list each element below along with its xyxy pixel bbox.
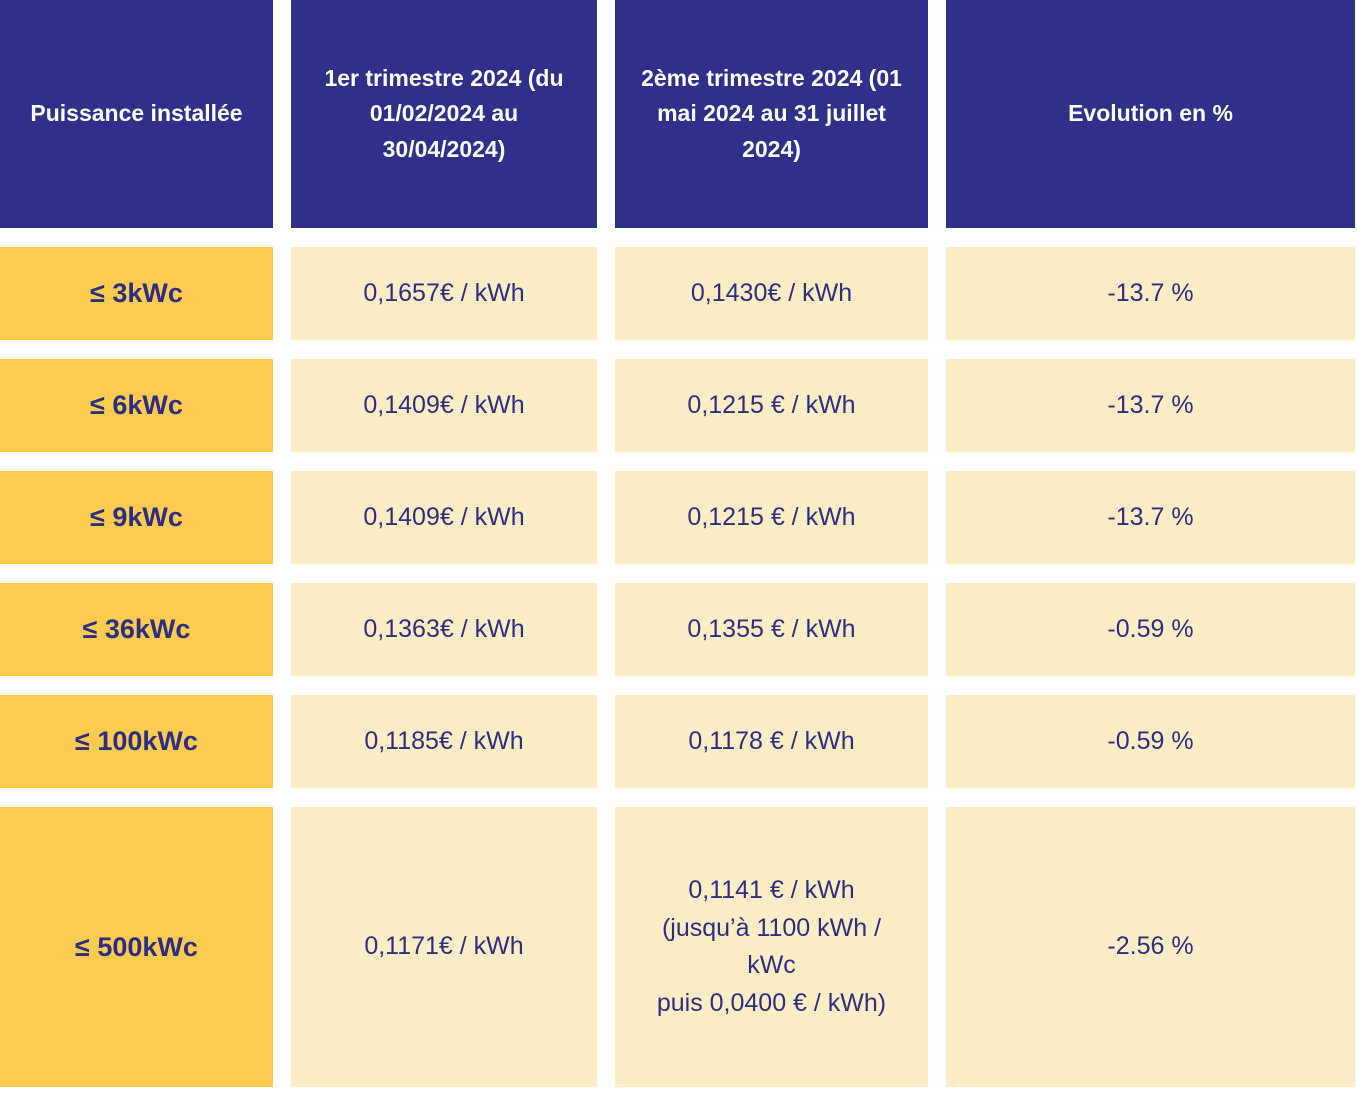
row-36kwc-label: ≤ 36kWc: [0, 583, 273, 676]
row-3kwc-q2-tariff: 0,1430€ / kWh: [615, 247, 928, 340]
row-36kwc-q2-tariff: 0,1355 € / kWh: [615, 583, 928, 676]
row-100kwc-q2-tariff: 0,1178 € / kWh: [615, 695, 928, 788]
row-6kwc-q1-tariff: 0,1409€ / kWh: [291, 359, 597, 452]
header-1er-trimestre-2024: 1er trimestre 2024 (du 01/02/2024 au 30/…: [291, 0, 597, 228]
header-label: Evolution en %: [1068, 100, 1233, 127]
row-6kwc-label: ≤ 6kWc: [0, 359, 273, 452]
row-500kwc-q2-tariff: 0,1141 € / kWh (jusqu’à 1100 kWh / kWc p…: [615, 807, 928, 1087]
header-2eme-trimestre-2024: 2ème trimestre 2024 (01 mai 2024 au 31 j…: [615, 0, 928, 228]
row-100kwc-evolution: -0.59 %: [946, 695, 1355, 788]
header-puissance-installee: Puissance installée: [0, 0, 273, 228]
row-6kwc-q2-tariff: 0,1215 € / kWh: [615, 359, 928, 452]
row-9kwc-q2-tariff: 0,1215 € / kWh: [615, 471, 928, 564]
row-9kwc-q1-tariff: 0,1409€ / kWh: [291, 471, 597, 564]
row-6kwc-evolution: -13.7 %: [946, 359, 1355, 452]
header-label: Puissance installée: [30, 100, 243, 127]
header-evolution: Evolution en %: [946, 0, 1355, 228]
header-label: 1er trimestre 2024 (du 01/02/2024 au 30/…: [324, 64, 564, 162]
row-3kwc-label: ≤ 3kWc: [0, 247, 273, 340]
row-9kwc-evolution: -13.7 %: [946, 471, 1355, 564]
row-100kwc-label: ≤ 100kWc: [0, 695, 273, 788]
header-label: 2ème trimestre 2024 (01 mai 2024 au 31 j…: [641, 64, 902, 162]
row-3kwc-q1-tariff: 0,1657€ / kWh: [291, 247, 597, 340]
row-9kwc-label: ≤ 9kWc: [0, 471, 273, 564]
row-500kwc-q1-tariff: 0,1171€ / kWh: [291, 807, 597, 1087]
row-36kwc-q1-tariff: 0,1363€ / kWh: [291, 583, 597, 676]
row-100kwc-q1-tariff: 0,1185€ / kWh: [291, 695, 597, 788]
row-36kwc-evolution: -0.59 %: [946, 583, 1355, 676]
row-500kwc-label: ≤ 500kWc: [0, 807, 273, 1087]
row-500kwc-evolution: -2.56 %: [946, 807, 1355, 1087]
row-3kwc-evolution: -13.7 %: [946, 247, 1355, 340]
